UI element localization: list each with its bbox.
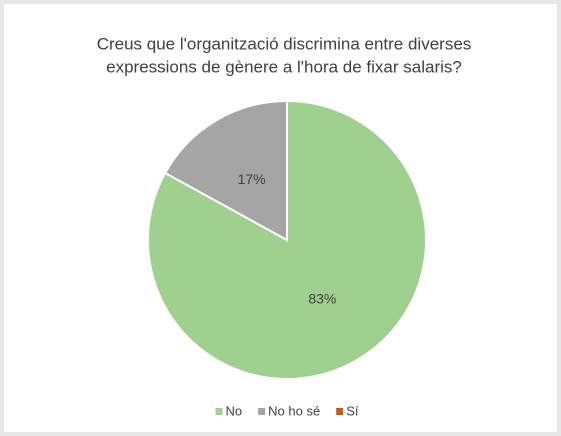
- legend-label: No: [226, 403, 243, 418]
- legend-label: No ho sé: [268, 403, 320, 418]
- chart-title: expressions de gènere a l'hora de fixar …: [106, 57, 462, 76]
- legend-swatch: [215, 408, 223, 415]
- data-label: 83%: [308, 291, 336, 307]
- data-label: 17%: [238, 171, 266, 187]
- legend-swatch: [258, 408, 266, 415]
- legend-label: Sí: [346, 403, 359, 418]
- pie-slice: [147, 99, 427, 380]
- legend-swatch: [336, 408, 344, 415]
- chart-title: Creus que l'organització discrimina entr…: [97, 34, 472, 53]
- pie-slice: [163, 99, 288, 242]
